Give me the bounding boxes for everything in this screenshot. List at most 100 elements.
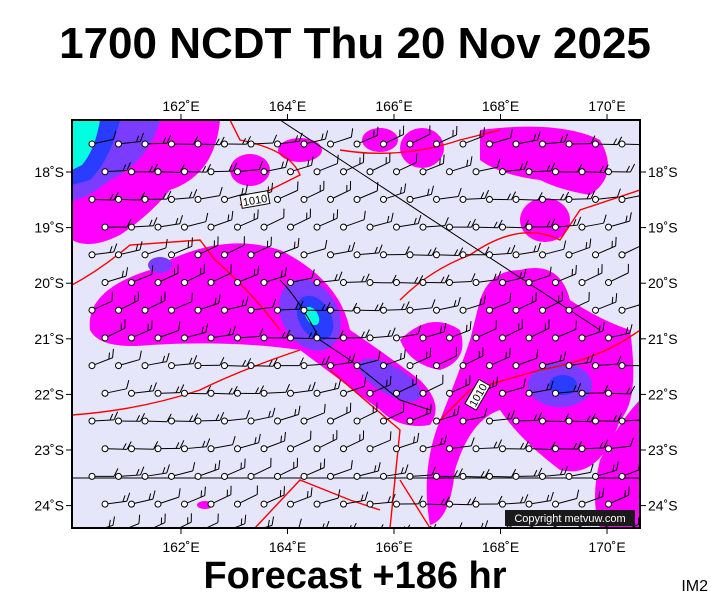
barb-station: [380, 252, 386, 258]
barb-station: [155, 169, 161, 175]
barb-station: [460, 196, 466, 202]
barb-station: [579, 169, 585, 175]
barb-flag: [642, 186, 648, 195]
barb-station: [486, 252, 492, 258]
barb-station: [89, 418, 95, 424]
barb-station: [221, 141, 227, 147]
barb-station: [420, 501, 426, 507]
barb-station: [486, 418, 493, 425]
barb-station: [579, 224, 586, 231]
barb-staff: [399, 283, 418, 284]
barb-station: [287, 335, 293, 341]
barb-station: [460, 528, 467, 535]
barb-station: [354, 307, 360, 313]
barb-station: [420, 279, 426, 285]
barb-staff: [95, 199, 114, 200]
barb-station: [539, 473, 546, 480]
barb-staff: [505, 227, 524, 228]
lat-label-left: 22˚S: [34, 386, 64, 402]
barb-station: [539, 418, 545, 424]
barb-staff: [201, 144, 220, 145]
barb-staff: [108, 449, 127, 450]
barb-station: [367, 501, 373, 507]
barb-station: [181, 390, 187, 396]
barb-station: [142, 196, 148, 202]
barb-station: [473, 501, 479, 507]
barb-staff: [585, 448, 604, 449]
barb-station: [619, 141, 625, 147]
barb-staff: [479, 227, 498, 228]
barb-station: [314, 335, 320, 341]
barb-station: [565, 528, 573, 536]
barb-station: [499, 224, 505, 230]
barb-station: [274, 141, 281, 148]
barb-station: [566, 196, 572, 202]
lat-label-right: 24˚S: [648, 498, 678, 514]
barb-station: [539, 196, 545, 202]
barb-station: [260, 168, 267, 175]
barb-station: [526, 169, 532, 175]
lat-label-left: 21˚S: [34, 331, 64, 347]
barb-staff: [598, 144, 617, 145]
barb-station: [605, 445, 612, 452]
barb-station: [274, 307, 280, 313]
barb-station: [327, 307, 333, 313]
barb-station: [433, 529, 439, 535]
barb-staff: [161, 393, 180, 394]
barb-station: [605, 390, 611, 396]
barb-station: [195, 418, 201, 424]
barb-station: [208, 169, 214, 175]
barb-station: [115, 418, 121, 424]
barb-station: [340, 279, 346, 285]
barb-station: [499, 446, 505, 452]
lon-label-top: 168˚E: [482, 98, 519, 114]
barb-station: [248, 363, 254, 369]
barb-station: [102, 446, 108, 452]
lon-label-bottom: 162˚E: [162, 539, 199, 555]
barb-station: [168, 362, 175, 369]
barb-station: [566, 473, 573, 480]
lat-label-right: 22˚S: [648, 386, 678, 402]
barb-staff: [572, 199, 591, 200]
barb-staff: [532, 449, 551, 450]
barb-station: [301, 307, 307, 313]
barb-station: [433, 252, 439, 258]
image-code: IM2: [681, 578, 708, 595]
barb-station: [592, 196, 599, 203]
barb-staff: [134, 449, 153, 450]
lat-label-left: 18˚S: [34, 164, 64, 180]
barb-station: [420, 224, 426, 230]
lon-label-bottom: 166˚E: [375, 539, 412, 555]
barb-staff: [466, 529, 485, 532]
barb-station: [89, 473, 95, 479]
barb-flag: [641, 295, 647, 304]
barb-station: [393, 334, 400, 341]
barb-station: [128, 446, 134, 452]
barb-staff: [439, 531, 458, 532]
title: 1700 NCDT Thu 20 Nov 2025: [59, 19, 651, 68]
barb-station: [513, 418, 519, 424]
barb-staff: [148, 421, 167, 422]
barb-station: [566, 141, 572, 147]
barb-staff: [333, 531, 352, 532]
barb-station: [208, 445, 215, 452]
barb-station: [380, 473, 387, 480]
barb-staff: [307, 529, 326, 531]
barb-station: [499, 168, 506, 175]
barb-station: [407, 307, 414, 314]
lat-label-right: 18˚S: [648, 164, 678, 180]
barb-station: [208, 390, 214, 396]
barb-station: [102, 224, 108, 230]
barb-staff: [572, 421, 591, 422]
barb-station: [512, 528, 520, 536]
barb-flag: [644, 412, 648, 420]
barb-staff: [214, 171, 233, 172]
barb-station: [393, 501, 399, 507]
barb-station: [274, 528, 281, 535]
barb-staff: [161, 172, 180, 173]
barb-station: [155, 224, 162, 231]
barb-station: [526, 446, 532, 452]
barb-station: [486, 196, 492, 202]
lat-label-right: 23˚S: [648, 442, 678, 458]
